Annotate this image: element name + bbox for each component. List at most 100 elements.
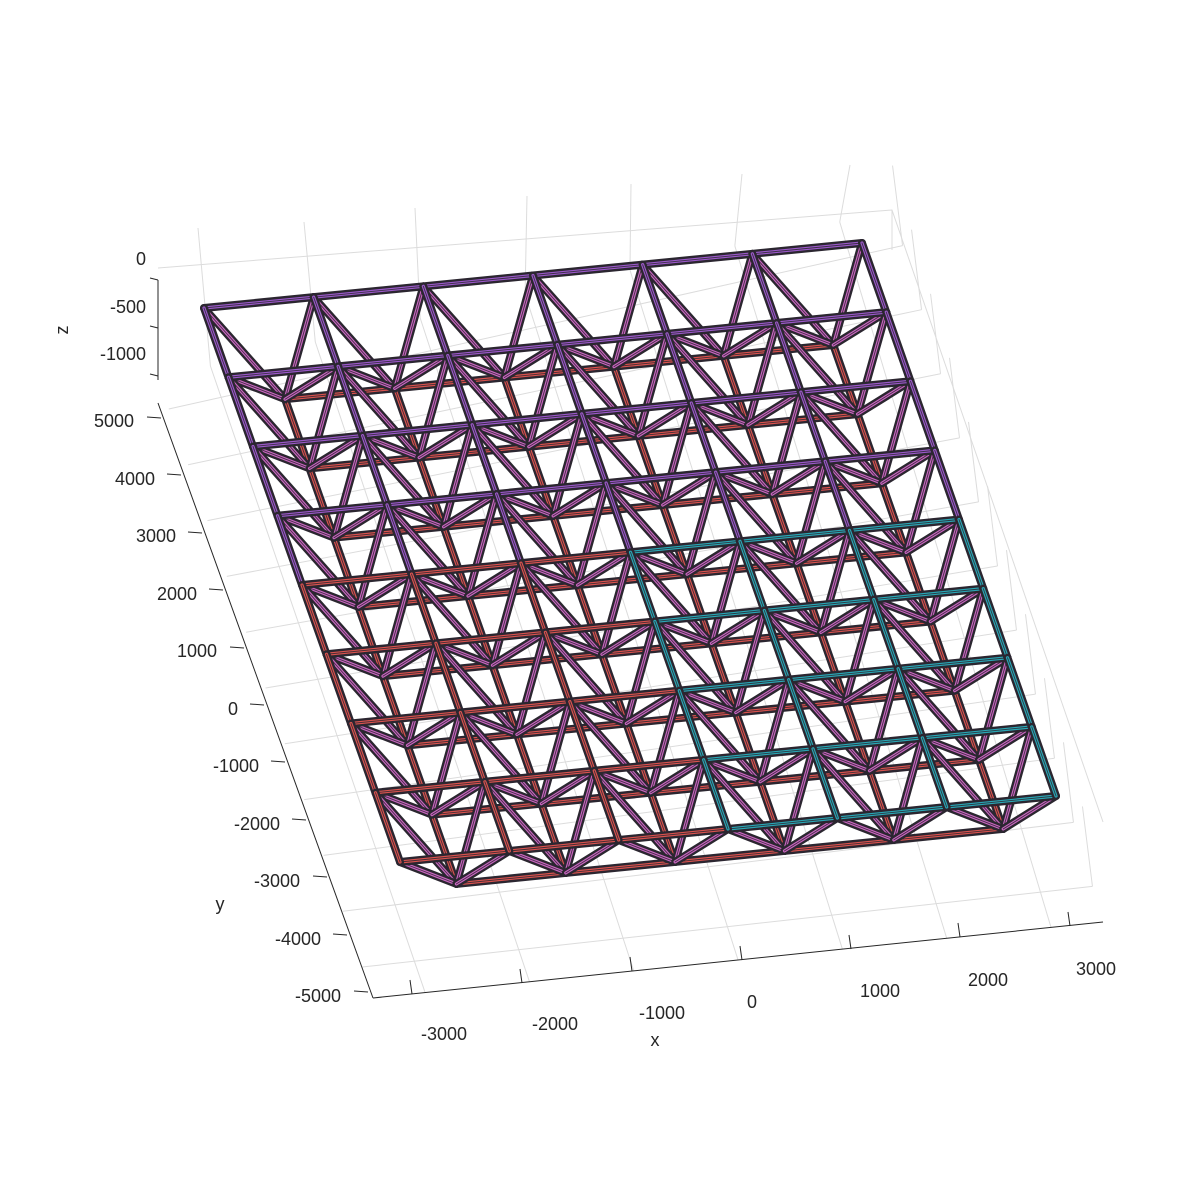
top-chord-center <box>593 759 705 772</box>
top-chord <box>869 595 903 673</box>
x-tick-mark <box>629 956 633 972</box>
diagonal-member <box>354 500 392 611</box>
bottom-chord-center <box>747 424 773 495</box>
bottom-chord <box>390 384 424 462</box>
top-chord <box>955 515 988 593</box>
top-chord <box>529 271 562 349</box>
top-chord-center <box>763 599 875 611</box>
top-chord <box>784 675 817 753</box>
diagonal-member-center <box>350 723 433 816</box>
bottom-chord <box>841 697 874 775</box>
diagonal-member <box>853 308 891 419</box>
x-tick-label: -1000 <box>639 1003 685 1023</box>
top-chord <box>687 388 805 407</box>
diagonal-member <box>273 511 363 611</box>
top-chord <box>809 733 927 753</box>
diagonal-member <box>541 628 631 728</box>
top-chord-center <box>690 391 802 404</box>
grid-line <box>629 183 632 270</box>
top-chord <box>699 755 732 833</box>
diagonal-member <box>768 457 830 499</box>
top-chord <box>505 836 623 855</box>
diagonal-member-center <box>252 446 335 539</box>
bottom-chord-center <box>309 457 420 469</box>
diagonal-member <box>845 526 935 626</box>
diagonal-member <box>784 675 850 706</box>
top-chord-center <box>471 413 583 426</box>
bottom-chord <box>622 708 740 728</box>
bottom-chord <box>707 628 825 648</box>
bottom-chord <box>974 755 1008 833</box>
bottom-chord <box>439 511 558 531</box>
top-chord-center <box>678 679 790 692</box>
diagonal-member <box>322 650 412 750</box>
diagonal-member <box>577 409 667 510</box>
bottom-chord-center <box>601 642 712 655</box>
diagonal-member-center <box>613 333 668 368</box>
top-chord <box>626 537 744 557</box>
diagonal-member-center <box>625 620 656 724</box>
x-axis-label: x <box>651 1030 660 1050</box>
top-chord <box>760 595 878 615</box>
bottom-chord <box>354 602 387 681</box>
diagonal-member <box>772 318 862 419</box>
diagonal-member <box>224 373 314 473</box>
diagonal-member-center <box>637 402 692 437</box>
y-axis-label: y <box>216 894 225 914</box>
diagonal-member <box>334 362 424 462</box>
diagonal-member-center <box>662 402 692 506</box>
diagonal-member <box>821 457 911 557</box>
bottom-chord <box>537 799 570 877</box>
diagonal-member <box>396 858 461 888</box>
bottom-chord <box>622 719 655 797</box>
top-chord <box>565 686 684 706</box>
grid-line <box>197 227 211 367</box>
bottom-chord-center <box>893 828 1004 841</box>
top-chord-center <box>326 642 437 655</box>
diagonal-member <box>768 388 805 499</box>
top-chord-center <box>763 610 790 681</box>
top-chord-center <box>836 806 948 819</box>
top-chord-center <box>788 668 899 681</box>
diagonal-member-center <box>739 540 822 633</box>
top-chord <box>614 825 732 844</box>
diagonal-member-center <box>832 311 887 346</box>
top-chord-center <box>703 748 814 761</box>
bottom-chord-center <box>796 562 822 633</box>
diagonal-member <box>877 377 915 488</box>
diagonal-member <box>756 744 817 786</box>
top-chord <box>456 697 574 717</box>
diagonal-member-center <box>921 737 1004 830</box>
diagonal-member-center <box>435 642 493 666</box>
diagonal-member-center <box>358 573 412 608</box>
y-tick-label: 3000 <box>136 526 176 546</box>
diagonal-member-center <box>824 460 883 484</box>
top-chord-center <box>544 631 571 703</box>
diagonal-member <box>841 664 903 706</box>
diagonal-member-center <box>337 365 396 389</box>
diagonal-member <box>610 260 647 371</box>
diagonal-member-center <box>577 482 607 586</box>
diagonal-member <box>464 489 501 601</box>
top-chord <box>760 606 793 684</box>
top-chord-center <box>605 482 631 553</box>
diagonal-member <box>658 468 720 510</box>
diagonal-member <box>829 239 866 349</box>
diagonal-member-center <box>800 391 859 415</box>
diagonal-member-center <box>893 806 948 841</box>
diagonal-member <box>553 340 619 371</box>
bottom-chord <box>610 351 728 371</box>
grid-line <box>949 357 961 438</box>
diagonal-member <box>650 617 740 717</box>
top-chord <box>468 420 501 498</box>
diagonal-member-center <box>763 610 846 703</box>
diagonal-member-center <box>650 690 680 794</box>
top-chord-center <box>422 285 449 356</box>
bottom-chord-center <box>637 435 664 506</box>
bottom-chord-center <box>455 872 567 885</box>
top-chord <box>626 548 659 626</box>
bottom-chord-center <box>418 457 445 528</box>
diagonal-member <box>974 653 1012 764</box>
grid-line <box>209 365 426 993</box>
bottom-chord <box>378 672 412 750</box>
